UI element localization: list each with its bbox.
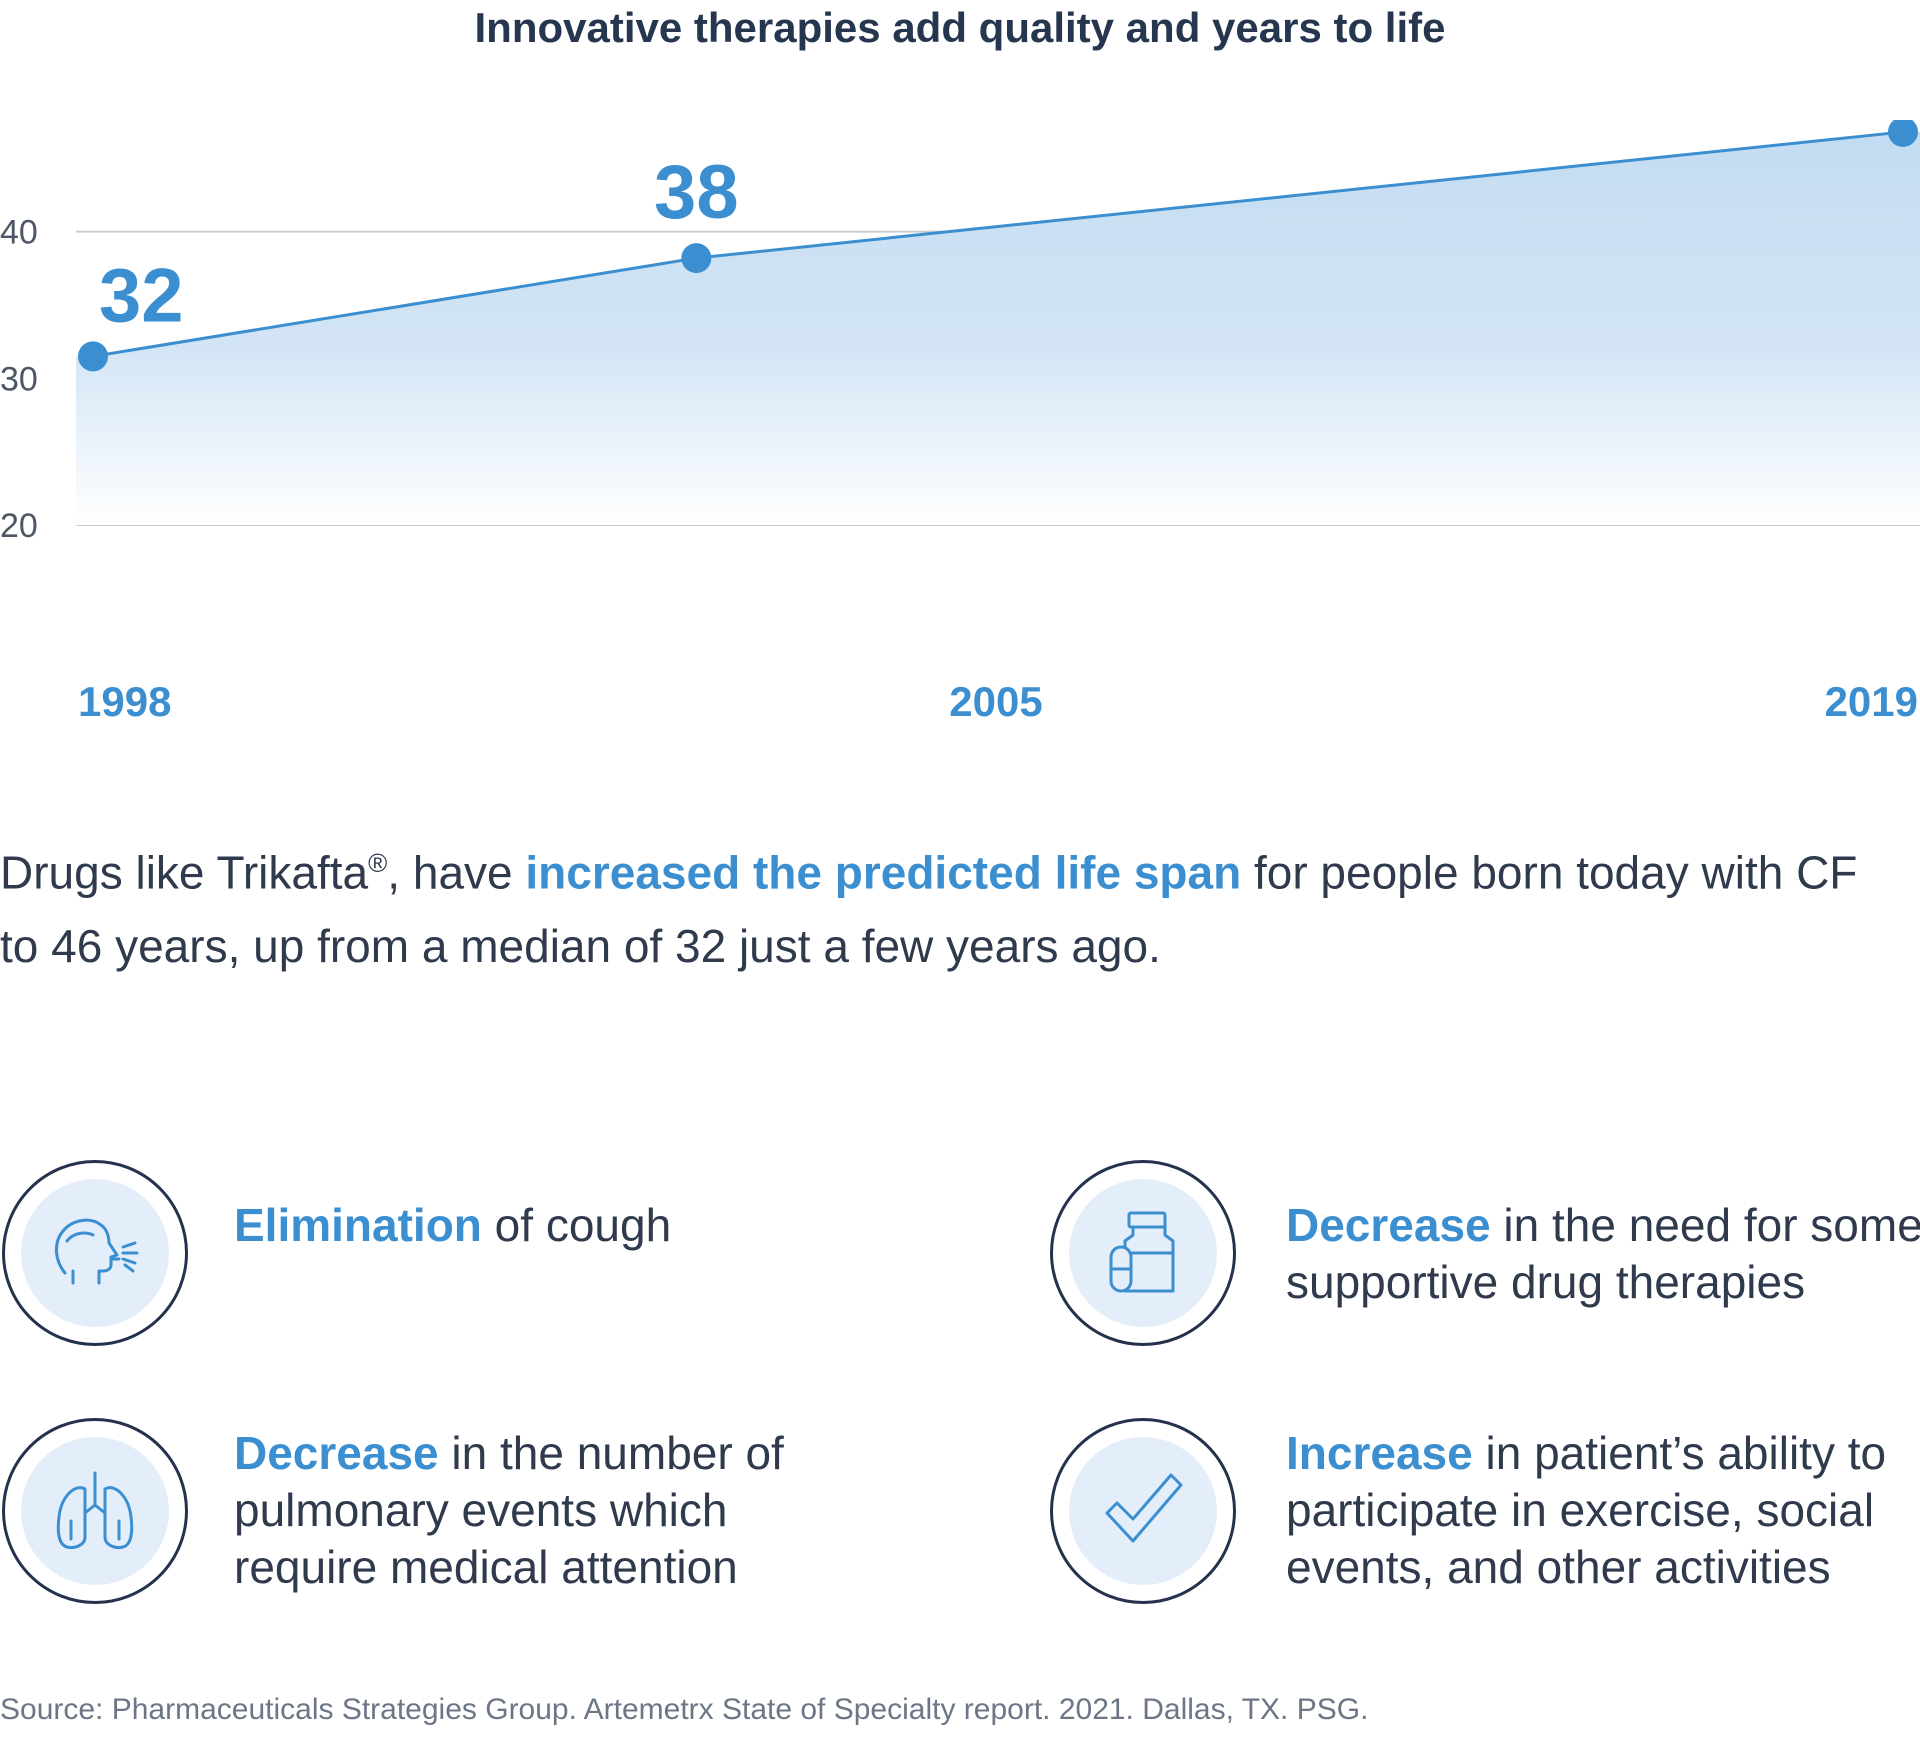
icon-circle (2, 1418, 188, 1604)
summary-pre: Drugs like Trikafta (0, 846, 369, 899)
data-point-1998 (78, 341, 108, 372)
area-fill (76, 131, 1920, 525)
icon-circle (1050, 1160, 1236, 1346)
medicine-bottle-icon (1109, 1211, 1175, 1293)
summary-post: for people born today with CF to 46 year… (0, 846, 1858, 973)
data-points: 323846 (78, 120, 1918, 372)
x-tick-label-2019: 2019 (1825, 678, 1918, 725)
benefit-text: Increase in patient’s ability to partici… (1286, 1425, 1920, 1596)
icon-circle (2, 1160, 188, 1346)
benefit-text: Decrease in the need for some supportive… (1286, 1197, 1920, 1311)
x-axis-ticks: 1998 2005 2019 (78, 678, 1918, 725)
benefit-bold: Increase (1286, 1427, 1473, 1479)
benefit-rest: in the number of pulmonary events which … (234, 1427, 784, 1593)
icon-circle (1050, 1418, 1236, 1604)
benefit-bold: Decrease (234, 1427, 439, 1479)
benefit-bold: Decrease (1286, 1199, 1491, 1251)
registered-mark: ® (368, 848, 388, 878)
x-tick-label-1998: 1998 (78, 678, 171, 725)
data-label-1998: 32 (99, 253, 184, 338)
y-tick-label: 30 (0, 360, 38, 398)
benefit-bold: Elimination (234, 1199, 482, 1251)
benefit-text: Decrease in the number of pulmonary even… (234, 1425, 834, 1596)
checkmark-icon (1105, 1473, 1183, 1543)
summary-text: Drugs like Trikafta®, have increased the… (0, 826, 1905, 983)
lungs-icon (56, 1471, 134, 1549)
benefit-rest: in patient’s ability to participate in e… (1286, 1427, 1887, 1593)
benefit-rest: in the need for some supportive drug the… (1286, 1199, 1920, 1308)
chart-title: Innovative therapies add quality and yea… (474, 4, 1446, 51)
y-axis-ticks: 20304050 (0, 214, 38, 545)
cough-icon (55, 1218, 139, 1285)
benefit-rest: of cough (481, 1199, 672, 1251)
benefit-text: Elimination of cough (234, 1197, 834, 1254)
data-label-2005: 38 (654, 150, 739, 235)
y-tick-label: 20 (0, 507, 38, 545)
summary-mid: , have (387, 846, 526, 899)
x-tick-label-2005: 2005 (949, 678, 1042, 725)
data-point-2005 (681, 243, 712, 274)
summary-highlight: increased the predicted life span (525, 846, 1242, 899)
source-note: Source: Pharmaceuticals Strategies Group… (0, 1693, 1369, 1726)
y-tick-label: 40 (0, 214, 38, 252)
data-point-2019 (1888, 120, 1918, 147)
